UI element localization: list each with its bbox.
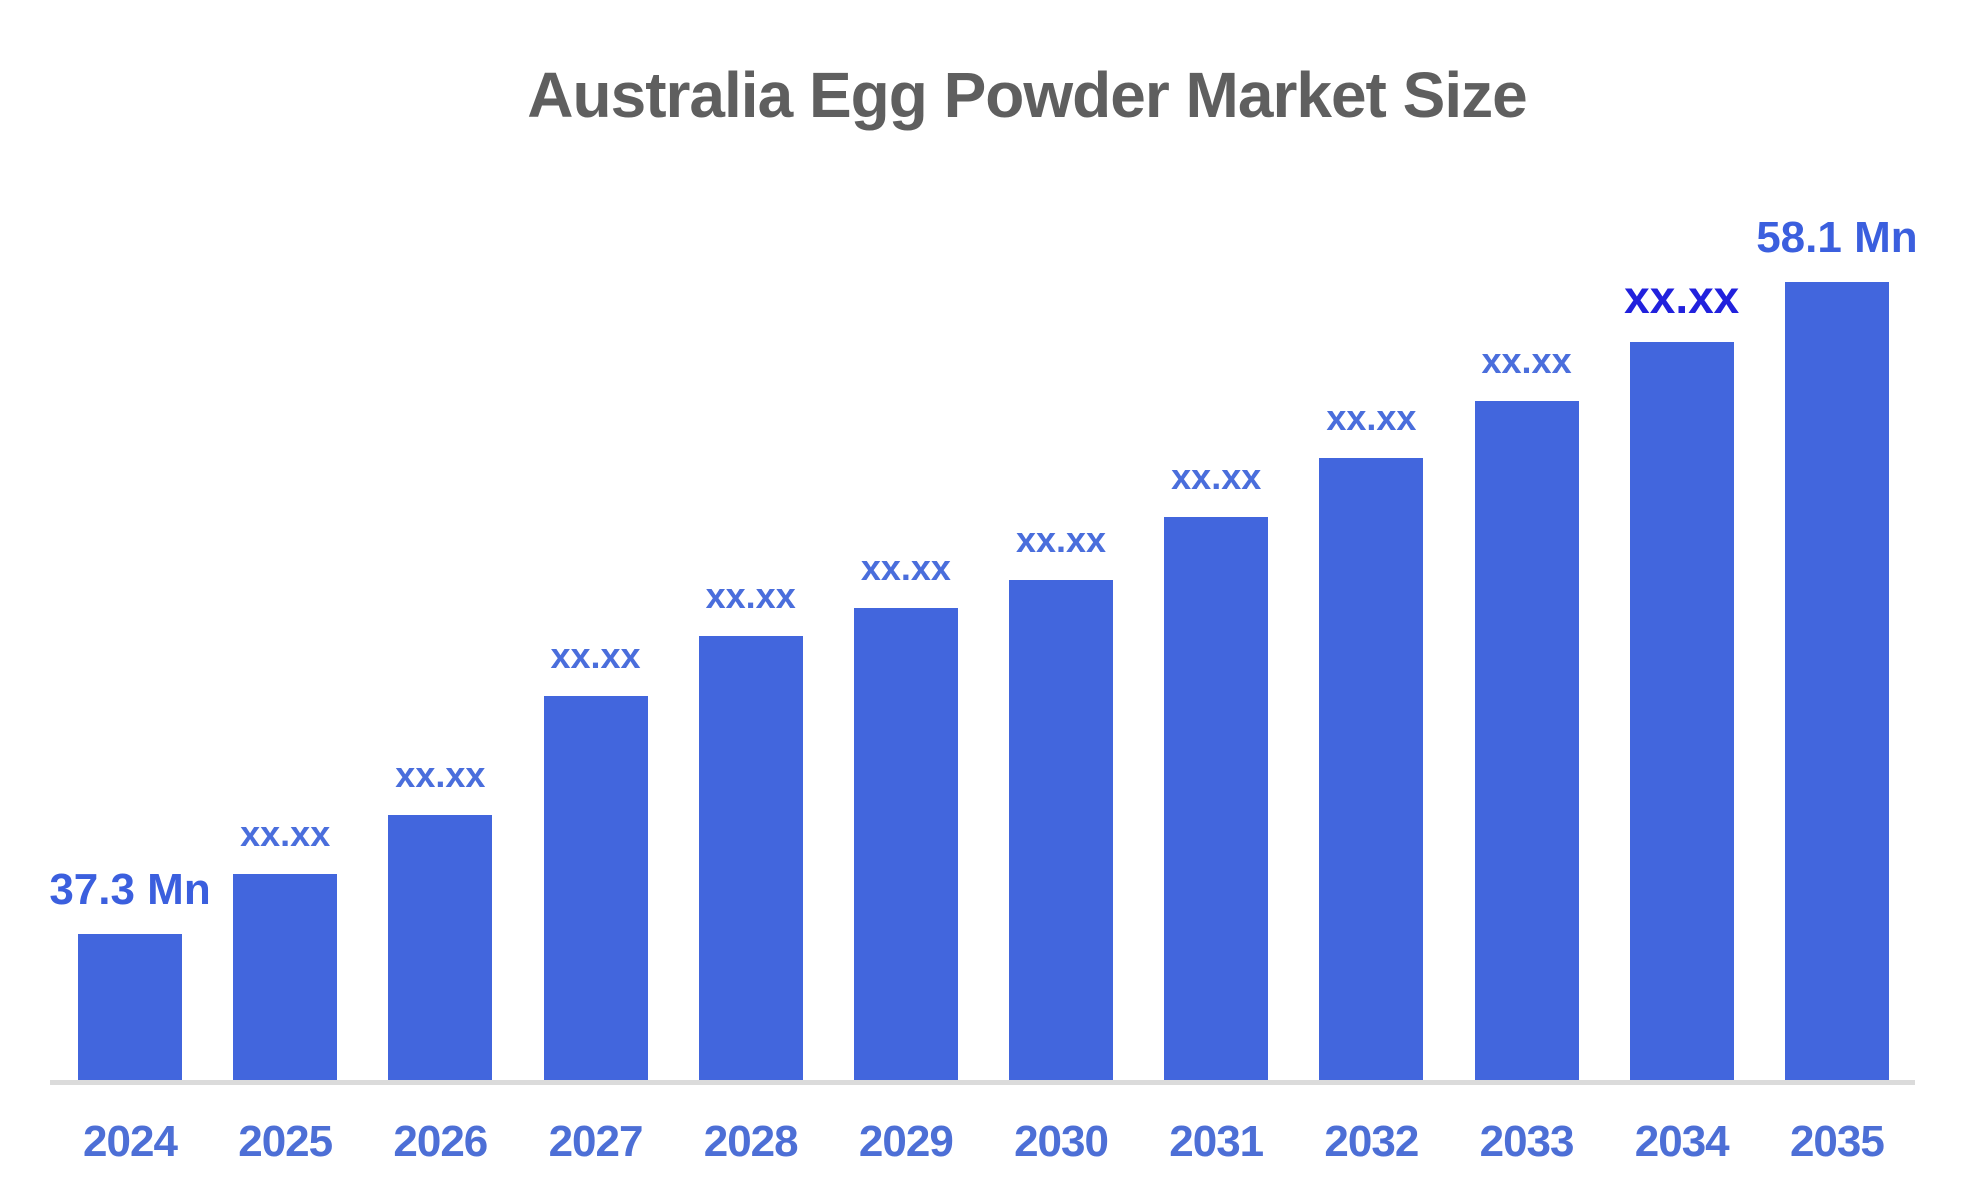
bar-column: xx.xx: [853, 547, 958, 1081]
x-axis-tick-label: 2027: [548, 1117, 644, 1166]
x-axis-tick-label: 2035: [1789, 1117, 1885, 1166]
bar-value-label: 58.1 Mn: [1756, 213, 1918, 262]
bar-column: xx.xx: [543, 635, 648, 1081]
bar-column: xx.xx: [698, 575, 803, 1081]
bar-column: xx.xx: [1624, 274, 1739, 1081]
bar: [1164, 517, 1269, 1081]
bar: [1474, 401, 1579, 1081]
bar-column: xx.xx: [1474, 340, 1579, 1081]
bar-value-label: xx.xx: [1171, 456, 1262, 497]
bar: [233, 874, 338, 1081]
bar: [388, 815, 493, 1081]
bar-value-label: xx.xx: [1015, 519, 1107, 560]
bar-value-label: xx.xx: [395, 754, 486, 795]
bar: [1009, 580, 1114, 1081]
bar-column: xx.xx: [1164, 456, 1269, 1081]
x-axis-tick-label: 2029: [858, 1117, 954, 1166]
bar: [78, 934, 182, 1081]
x-axis: 2024 2025 2026 2027 2028 2029 2030 2031 …: [78, 1120, 1889, 1164]
bar-column: xx.xx: [388, 754, 493, 1081]
x-axis-tick-label: 2026: [393, 1117, 488, 1166]
bar-column: xx.xx: [1009, 519, 1114, 1081]
bar-column: 37.3 Mn: [49, 868, 211, 1081]
bar-value-label: xx.xx: [705, 575, 796, 616]
x-axis-tick-label: 2028: [703, 1117, 799, 1166]
bar: [1784, 282, 1889, 1081]
bar: [698, 636, 803, 1081]
bar: [1319, 458, 1424, 1081]
x-axis-tick-label: 2031: [1169, 1117, 1264, 1166]
bar-value-label: 37.3 Mn: [49, 865, 211, 914]
x-axis-tick-label: 2025: [238, 1117, 333, 1166]
bar: [1629, 342, 1734, 1081]
bar-value-label: xx.xx: [1326, 397, 1417, 438]
bar-value-label: xx.xx: [550, 635, 641, 676]
plot-area: 37.3 Mn xx.xx xx.xx xx.xx xx.xx xx.xx xx…: [49, 216, 1918, 1081]
bar-value-label: xx.xx: [240, 813, 331, 854]
bar-column: xx.xx: [233, 813, 338, 1081]
x-axis-tick-label: 2024: [83, 1117, 178, 1166]
bar-column: 58.1 Mn: [1756, 216, 1918, 1081]
bar-value-label: xx.xx: [1624, 271, 1740, 323]
chart-title: Australia Egg Powder Market Size: [527, 59, 1527, 131]
x-axis-tick-label: 2030: [1014, 1117, 1109, 1166]
x-axis-tick-label: 2032: [1324, 1117, 1419, 1166]
bar: [853, 608, 958, 1081]
bar: [543, 696, 648, 1081]
x-axis-tick-label: 2034: [1634, 1117, 1730, 1166]
bar-value-label: xx.xx: [1481, 340, 1572, 381]
x-axis-tick-label: 2033: [1479, 1117, 1575, 1166]
x-axis-line: [50, 1080, 1915, 1085]
bar-value-label: xx.xx: [860, 547, 951, 588]
bar-column: xx.xx: [1319, 397, 1424, 1081]
